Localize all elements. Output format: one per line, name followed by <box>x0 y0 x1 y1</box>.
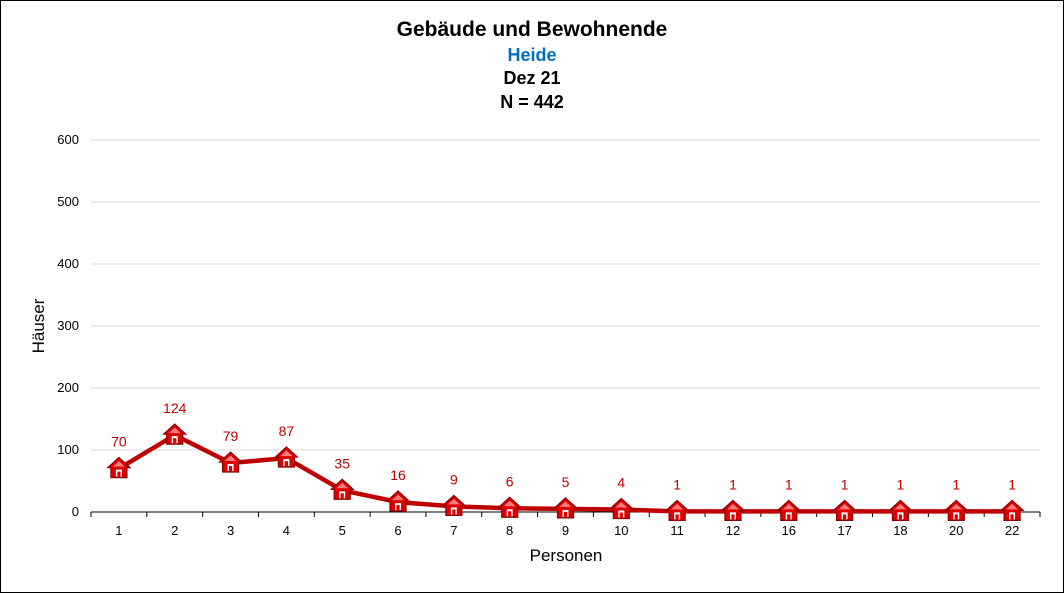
data-label: 124 <box>163 400 187 416</box>
data-label: 87 <box>279 423 295 439</box>
house-icon <box>943 499 969 521</box>
x-tick-label: 17 <box>837 523 851 538</box>
data-label: 1 <box>673 476 681 492</box>
data-label: 6 <box>506 473 514 489</box>
y-tick-label: 600 <box>57 132 79 147</box>
data-label: 1 <box>952 476 960 492</box>
house-icon <box>441 494 467 517</box>
data-label: 1 <box>785 476 793 492</box>
x-tick-label: 6 <box>394 523 401 538</box>
data-label: 9 <box>450 471 458 487</box>
data-label: 1 <box>897 476 905 492</box>
x-tick-label: 18 <box>893 523 907 538</box>
y-axis-title: Häuser <box>29 298 48 353</box>
y-tick-label: 300 <box>57 318 79 333</box>
y-tick-label: 400 <box>57 256 79 271</box>
house-icon <box>776 499 802 521</box>
x-tick-label: 8 <box>506 523 513 538</box>
series-markers <box>106 423 1025 521</box>
x-tick-label: 16 <box>782 523 796 538</box>
y-tick-label: 200 <box>57 380 79 395</box>
x-tick-label: 5 <box>339 523 346 538</box>
house-icon <box>664 499 690 521</box>
house-icon <box>218 451 244 473</box>
x-tick-label: 9 <box>562 523 569 538</box>
x-tick-label: 20 <box>949 523 963 538</box>
house-icon <box>385 490 411 512</box>
data-label: 70 <box>111 434 127 450</box>
data-label: 79 <box>223 428 239 444</box>
data-label: 1 <box>1008 476 1016 492</box>
x-tick-label: 2 <box>171 523 178 538</box>
data-label: 5 <box>562 474 570 490</box>
y-tick-label: 100 <box>57 442 79 457</box>
chart-subtitle-date: Dez 21 <box>503 68 561 88</box>
data-label: 35 <box>334 455 350 471</box>
chart-subtitle-count: N = 442 <box>500 92 564 112</box>
chart-title: Gebäude und Bewohnende <box>396 18 668 41</box>
house-icon <box>832 499 858 521</box>
x-tick-label: 12 <box>726 523 740 538</box>
x-tick-label: 3 <box>227 523 234 538</box>
x-tick-label: 22 <box>1005 523 1019 538</box>
x-tick-labels: 1 2 3 4 5 6 7 8 9 10 11 12 16 17 18 20 22 <box>115 523 1019 538</box>
house-icon <box>608 497 634 520</box>
data-label: 1 <box>841 476 849 492</box>
x-tick-label: 1 <box>115 523 122 538</box>
x-tick-label: 7 <box>450 523 457 538</box>
house-icon <box>999 499 1025 521</box>
house-icon <box>497 496 523 518</box>
gridlines <box>91 139 1040 451</box>
y-tick-label: 0 <box>72 504 79 519</box>
data-label: 16 <box>390 467 406 483</box>
data-labels: 70 124 79 87 35 16 9 6 5 4 1 1 1 1 1 1 1 <box>111 400 1016 492</box>
house-icon <box>887 499 913 521</box>
data-label: 4 <box>617 475 625 491</box>
house-icon <box>720 499 746 521</box>
chart-subtitle-location: Heide <box>507 45 557 65</box>
x-tick-label: 10 <box>614 523 628 538</box>
data-label: 1 <box>729 476 737 492</box>
house-icon <box>329 478 355 500</box>
y-tick-label: 500 <box>57 194 79 209</box>
y-tick-labels: 0 100 200 300 400 500 600 <box>57 132 79 519</box>
x-tick-label: 11 <box>670 523 684 538</box>
x-tick-label: 4 <box>283 523 290 538</box>
house-icon <box>162 423 188 445</box>
x-axis-title: Personen <box>530 546 603 565</box>
house-icon <box>552 497 579 519</box>
house-icon <box>106 456 132 479</box>
house-icon <box>273 446 299 468</box>
